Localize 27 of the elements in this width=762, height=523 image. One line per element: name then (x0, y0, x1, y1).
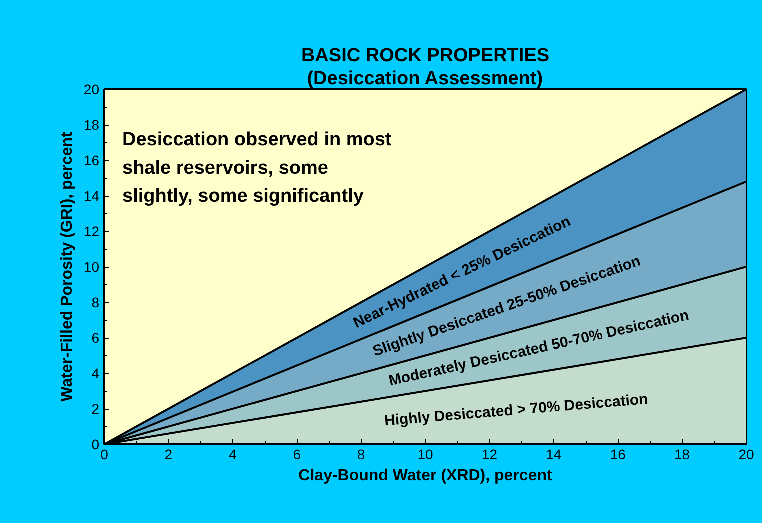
y-axis-title: Water-Filled Porosity (GRI), percent (58, 131, 76, 402)
y-tick-label: 18 (84, 117, 100, 133)
y-tick-label: 16 (84, 152, 100, 168)
x-tick-label: 8 (357, 446, 366, 462)
x-tick-label: 2 (164, 446, 173, 462)
y-tick-label: 14 (84, 188, 100, 204)
x-tick-label: 20 (738, 446, 754, 462)
x-tick-label: 12 (482, 446, 498, 462)
y-tick-label: 6 (92, 330, 100, 346)
y-tick-label: 8 (92, 294, 100, 310)
chart-subtitle: (Desiccation Assessment) (307, 68, 544, 90)
x-tick-label: 18 (674, 446, 690, 462)
x-tick-label: 10 (418, 446, 434, 462)
y-tick-label: 4 (92, 366, 100, 382)
x-tick-label: 16 (610, 446, 626, 462)
y-tick-label: 10 (84, 259, 100, 275)
y-tick-label: 12 (84, 224, 100, 240)
annotation: Desiccation observed in most shale reservoirs, some slightly, some significantly (122, 130, 392, 208)
y-tick-label: 2 (92, 401, 100, 417)
y-tick-label: 20 (84, 82, 100, 98)
chart-title: BASIC ROCK PROPERTIES (301, 46, 550, 66)
x-tick-label: 14 (546, 446, 562, 462)
annotation: Highly Desiccated > 70% Desiccation (384, 390, 649, 430)
x-axis-title: Clay-Bound Water (XRD), percent (298, 468, 553, 484)
y-tick-label: 0 (92, 436, 100, 452)
x-tick-label: 6 (293, 446, 302, 462)
x-tick-label: 4 (229, 446, 238, 462)
